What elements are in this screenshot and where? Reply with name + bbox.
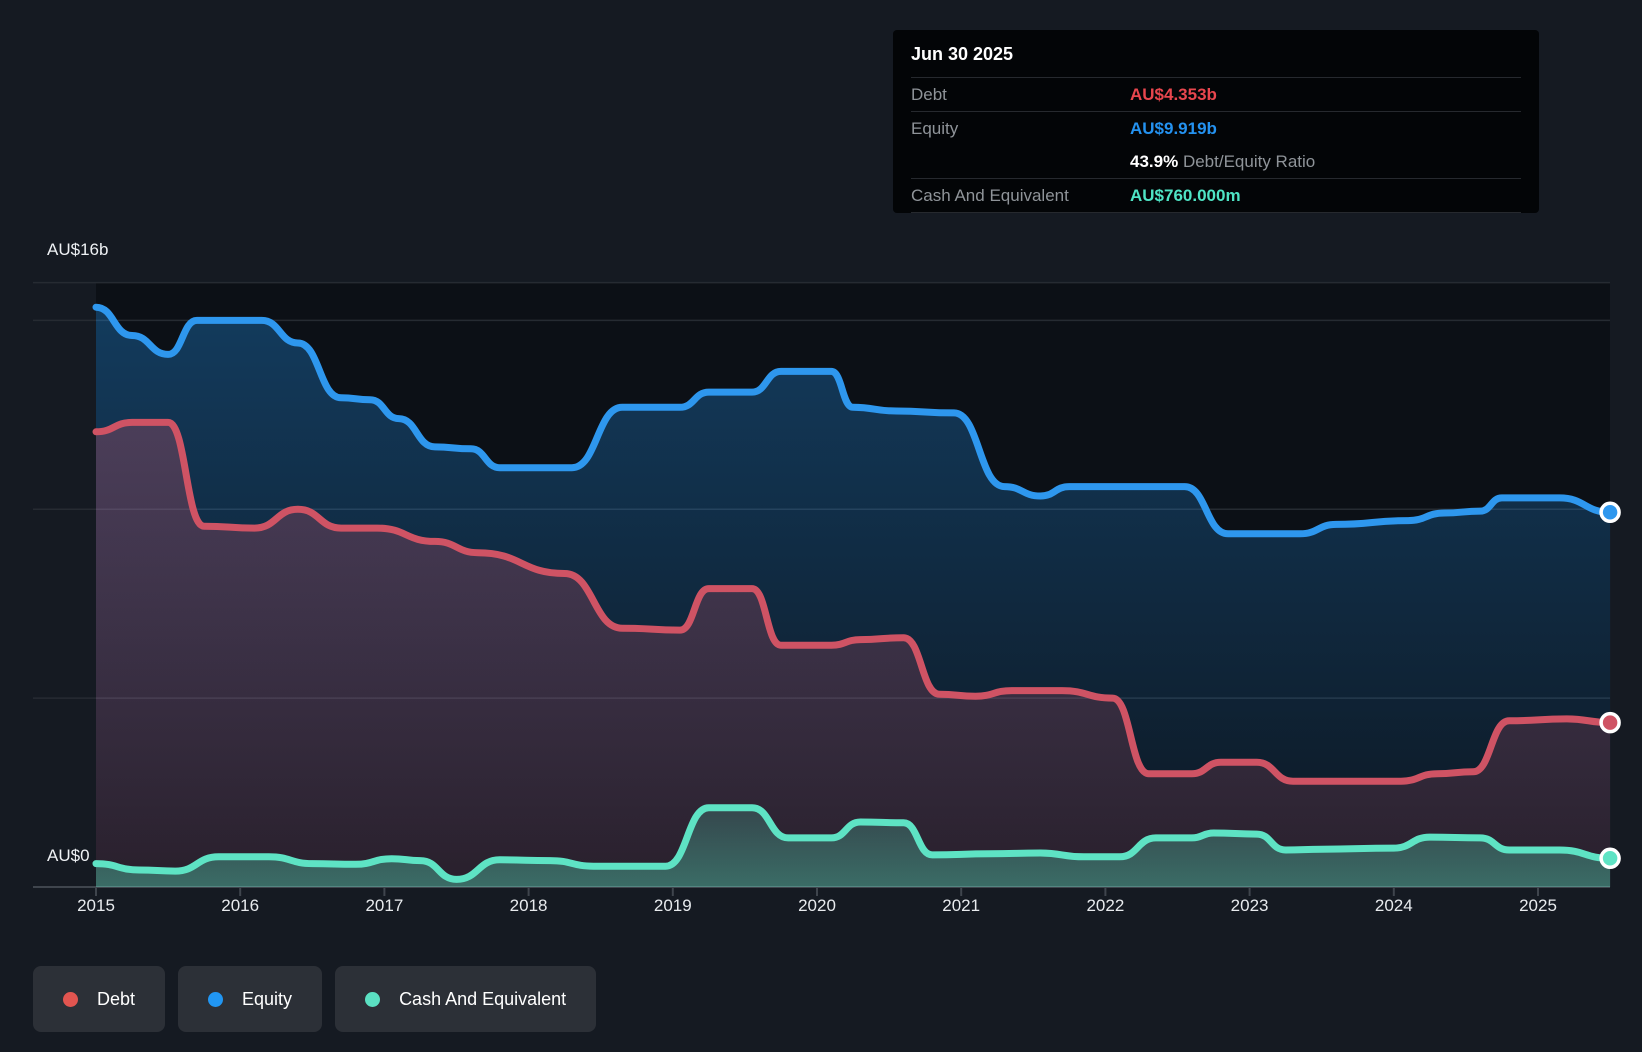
equity-end-dot[interactable] xyxy=(1601,503,1619,521)
x-axis-year-label: 2021 xyxy=(929,896,993,916)
y-axis-max-label: AU$16b xyxy=(47,240,108,260)
x-axis-year-label: 2016 xyxy=(208,896,272,916)
cash-dot-icon xyxy=(365,992,380,1007)
tooltip-equity-value: AU$9.919b xyxy=(1130,119,1217,139)
tooltip-ratio: 43.9% Debt/Equity Ratio xyxy=(1130,152,1315,172)
tooltip-cash-value: AU$760.000m xyxy=(1130,186,1241,206)
x-axis-year-label: 2017 xyxy=(352,896,416,916)
x-axis-year-label: 2024 xyxy=(1362,896,1426,916)
chart-legend: Debt Equity Cash And Equivalent xyxy=(33,966,596,1032)
legend-chip-equity[interactable]: Equity xyxy=(178,966,322,1032)
legend-cash-label: Cash And Equivalent xyxy=(399,989,566,1010)
tooltip-debt-label: Debt xyxy=(911,85,1130,105)
tooltip-row-cash: Cash And Equivalent AU$760.000m xyxy=(911,178,1521,213)
cash-end-dot[interactable] xyxy=(1601,849,1619,867)
chart-tooltip: Jun 30 2025 Debt AU$4.353b Equity AU$9.9… xyxy=(893,30,1539,213)
tooltip-date: Jun 30 2025 xyxy=(911,30,1521,77)
x-axis-year-label: 2019 xyxy=(641,896,705,916)
legend-equity-label: Equity xyxy=(242,989,292,1010)
tooltip-equity-label: Equity xyxy=(911,119,1130,139)
tooltip-row-debt: Debt AU$4.353b xyxy=(911,77,1521,111)
legend-chip-debt[interactable]: Debt xyxy=(33,966,165,1032)
debt-dot-icon xyxy=(63,992,78,1007)
x-axis-year-label: 2022 xyxy=(1073,896,1137,916)
x-axis-year-label: 2023 xyxy=(1218,896,1282,916)
debt-end-dot[interactable] xyxy=(1601,714,1619,732)
x-axis-year-label: 2015 xyxy=(64,896,128,916)
tooltip-row-equity: Equity AU$9.919b xyxy=(911,111,1521,145)
x-axis-year-label: 2018 xyxy=(497,896,561,916)
x-axis xyxy=(96,887,1538,896)
x-axis-year-label: 2020 xyxy=(785,896,849,916)
legend-debt-label: Debt xyxy=(97,989,135,1010)
tooltip-row-ratio: 43.9% Debt/Equity Ratio xyxy=(911,145,1521,178)
y-axis-zero-label: AU$0 xyxy=(47,846,90,866)
legend-chip-cash[interactable]: Cash And Equivalent xyxy=(335,966,596,1032)
equity-dot-icon xyxy=(208,992,223,1007)
debt-equity-history-chart: AU$16b AU$0 2015 2016 2017 2018 2019 2020 2021… xyxy=(0,0,1642,1052)
tooltip-debt-value: AU$4.353b xyxy=(1130,85,1217,105)
tooltip-cash-label: Cash And Equivalent xyxy=(911,186,1130,206)
x-axis-year-label: 2025 xyxy=(1506,896,1570,916)
tooltip-ratio-value: 43.9% xyxy=(1130,152,1178,171)
